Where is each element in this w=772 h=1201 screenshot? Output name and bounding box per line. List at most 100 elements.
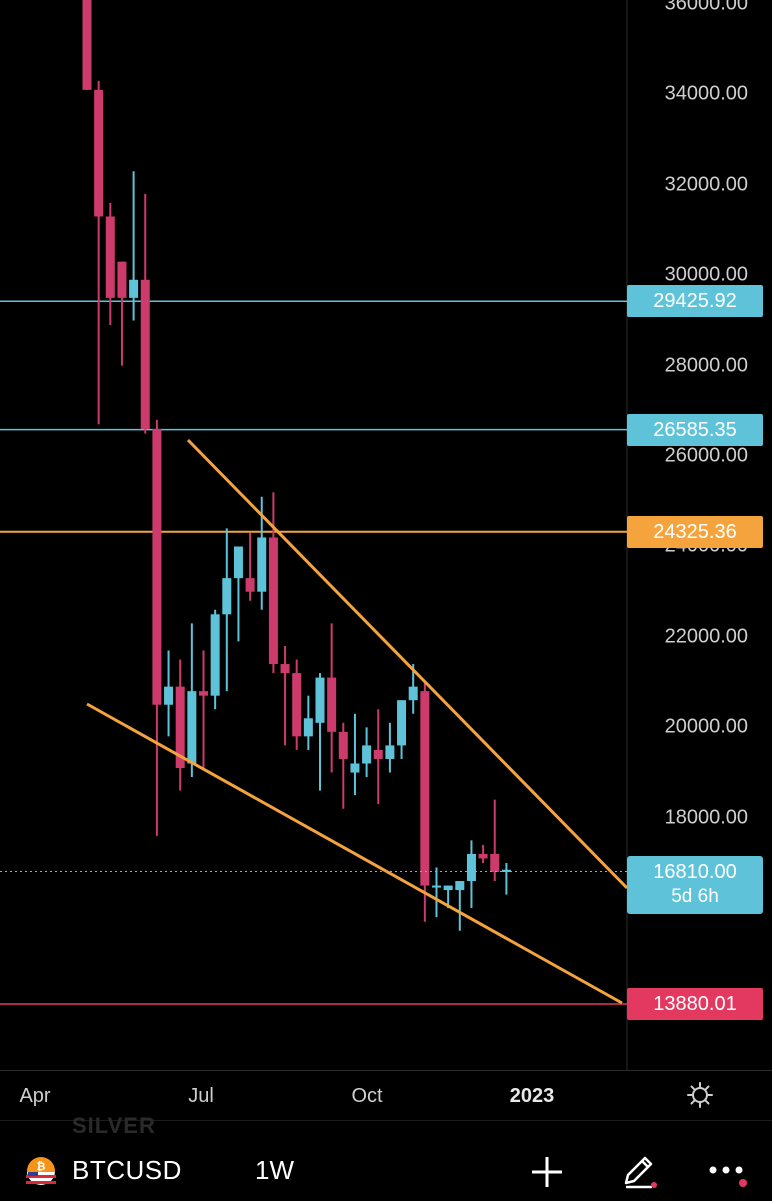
current-price-tag: 16810.00 5d 6h xyxy=(627,856,763,914)
candle[interactable] xyxy=(222,528,232,692)
candle-body xyxy=(327,677,337,732)
price-tick-label: 32000.00 xyxy=(664,173,748,196)
price-tick-label: 20000.00 xyxy=(664,715,748,738)
candle[interactable] xyxy=(152,419,162,836)
candle[interactable] xyxy=(280,645,290,746)
interval-button[interactable]: 1W xyxy=(255,1155,294,1185)
candle-body xyxy=(408,686,418,701)
time-label-2023: 2023 xyxy=(509,1085,555,1107)
lower-trendline[interactable] xyxy=(86,702,623,1005)
svg-text:₿: ₿ xyxy=(37,1160,46,1173)
candle[interactable] xyxy=(350,713,360,796)
candle-body xyxy=(338,731,348,759)
candle-body xyxy=(94,89,104,217)
candle[interactable] xyxy=(362,727,372,778)
candle-body xyxy=(233,546,243,579)
candle[interactable] xyxy=(210,609,220,710)
candle[interactable] xyxy=(233,546,243,642)
candle[interactable] xyxy=(129,171,139,321)
candle[interactable] xyxy=(187,623,197,778)
price-tick-label: 22000.00 xyxy=(664,625,748,648)
more-icon[interactable] xyxy=(706,1161,750,1191)
candle-body xyxy=(443,885,453,891)
candle[interactable] xyxy=(338,722,348,809)
candle-body xyxy=(501,869,511,872)
level-price-tag: 29425.92 xyxy=(627,285,763,318)
candle[interactable] xyxy=(501,862,511,895)
candle-body xyxy=(140,279,150,429)
time-label-apr: Apr xyxy=(19,1085,51,1107)
candle[interactable] xyxy=(408,664,418,714)
candle[interactable] xyxy=(315,673,325,791)
candle[interactable] xyxy=(455,881,465,931)
price-tick-label: 30000.00 xyxy=(664,263,748,286)
candle[interactable] xyxy=(140,193,150,434)
candle-body xyxy=(117,261,127,298)
candle-body xyxy=(268,537,278,665)
candle-body xyxy=(175,686,185,769)
candle[interactable] xyxy=(175,659,185,791)
time-label-oct: Oct xyxy=(351,1085,383,1107)
candle[interactable] xyxy=(373,709,383,805)
candle-body xyxy=(292,673,302,737)
candle-body xyxy=(373,749,383,759)
candle[interactable] xyxy=(164,650,174,737)
candle-body xyxy=(432,885,441,888)
candle[interactable] xyxy=(466,840,476,909)
add-icon[interactable] xyxy=(529,1154,565,1190)
candle[interactable] xyxy=(490,799,500,882)
candle-body xyxy=(362,745,372,764)
pen-icon[interactable] xyxy=(618,1151,658,1191)
candle-body xyxy=(466,853,476,882)
candle[interactable] xyxy=(105,202,115,325)
candle[interactable] xyxy=(268,492,278,674)
candle[interactable] xyxy=(397,700,407,759)
candle-body xyxy=(350,763,360,773)
price-tick-label: 18000.00 xyxy=(664,806,748,829)
candle-body xyxy=(303,718,313,737)
level-price-tag: 24325.36 xyxy=(627,515,763,548)
candle-body xyxy=(222,578,232,615)
price-tick-label: 28000.00 xyxy=(664,354,748,377)
gear-icon[interactable] xyxy=(686,1081,714,1109)
candle-body xyxy=(129,279,139,298)
candle[interactable] xyxy=(94,80,104,425)
time-label-jul: Jul xyxy=(188,1085,214,1107)
price-tick-label: 26000.00 xyxy=(664,444,748,467)
price-chart[interactable] xyxy=(0,0,772,1070)
candle-body xyxy=(490,853,500,872)
candle[interactable] xyxy=(117,261,127,366)
time-axis[interactable]: Apr Jul Oct 2023 xyxy=(0,1070,772,1121)
candle[interactable] xyxy=(327,623,337,773)
candle[interactable] xyxy=(199,650,208,769)
symbol-button[interactable]: BTCUSD xyxy=(72,1155,182,1185)
candle-body xyxy=(210,614,220,696)
candle[interactable] xyxy=(385,722,395,773)
candle-body xyxy=(420,691,430,886)
candle[interactable] xyxy=(292,659,302,750)
candle-body xyxy=(199,691,208,696)
candle-body xyxy=(280,664,290,674)
candle-body xyxy=(257,537,267,592)
price-tick-label: 36000.00 xyxy=(664,0,748,15)
candle[interactable] xyxy=(82,0,92,90)
candle[interactable] xyxy=(478,844,488,863)
chart-area[interactable]: 36000.00 34000.00 32000.00 30000.00 28000.00… xyxy=(0,0,772,1070)
price-tick-label: 34000.00 xyxy=(664,82,748,105)
candle[interactable] xyxy=(245,532,255,601)
current-price: 16810.00 xyxy=(653,861,737,883)
candle-body xyxy=(315,677,325,723)
candle[interactable] xyxy=(432,867,441,918)
bitcoin-icon: ₿ xyxy=(26,1157,56,1185)
level-price-tag: 13880.01 xyxy=(627,988,763,1020)
candle-body xyxy=(164,686,174,705)
candle[interactable] xyxy=(303,695,313,750)
candle-countdown: 5d 6h xyxy=(671,886,719,907)
candle[interactable] xyxy=(420,682,430,922)
candle-body xyxy=(82,0,92,90)
candle-body xyxy=(478,853,488,859)
bottom-toolbar: SILVER ₿ BTCUSD 1W xyxy=(0,1113,772,1201)
watermark: SILVER xyxy=(72,1113,156,1138)
upper-trendline[interactable] xyxy=(186,438,629,890)
candle-body xyxy=(397,700,407,746)
